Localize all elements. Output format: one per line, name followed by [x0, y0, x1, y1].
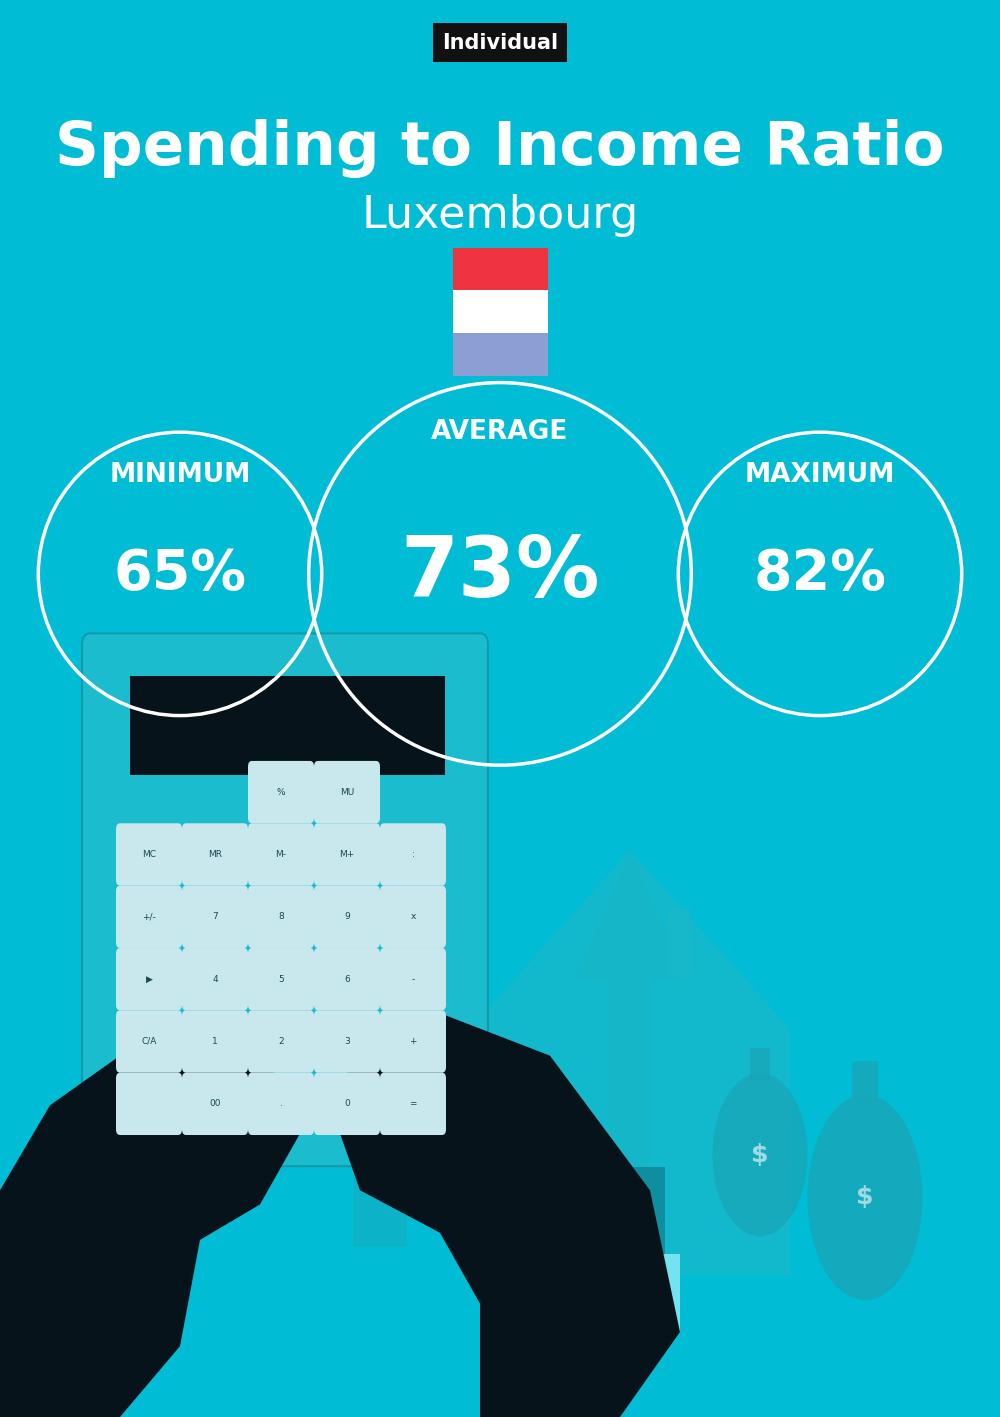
- FancyBboxPatch shape: [182, 948, 248, 1010]
- Text: 0: 0: [344, 1100, 350, 1108]
- FancyBboxPatch shape: [380, 948, 446, 1010]
- Text: M+: M+: [339, 850, 355, 859]
- Polygon shape: [0, 1041, 300, 1417]
- Text: +/-: +/-: [142, 913, 156, 921]
- FancyBboxPatch shape: [314, 886, 380, 948]
- FancyBboxPatch shape: [182, 1010, 248, 1073]
- FancyBboxPatch shape: [116, 1073, 182, 1135]
- Text: Individual: Individual: [442, 33, 558, 52]
- Text: 9: 9: [344, 913, 350, 921]
- Text: 65%: 65%: [114, 547, 246, 601]
- FancyBboxPatch shape: [500, 1254, 680, 1332]
- Bar: [452, 290, 548, 333]
- Bar: [500, 1217, 640, 1243]
- Bar: [852, 1060, 878, 1102]
- FancyBboxPatch shape: [314, 761, 380, 823]
- Bar: [500, 1247, 640, 1272]
- FancyBboxPatch shape: [314, 823, 380, 886]
- Polygon shape: [310, 822, 450, 1247]
- Polygon shape: [575, 850, 685, 1190]
- FancyBboxPatch shape: [248, 1010, 314, 1073]
- FancyBboxPatch shape: [314, 948, 380, 1010]
- Bar: [750, 1049, 770, 1080]
- FancyBboxPatch shape: [248, 761, 314, 823]
- Text: x: x: [410, 913, 416, 921]
- Polygon shape: [330, 1013, 680, 1417]
- Text: MAXIMUM: MAXIMUM: [745, 462, 895, 487]
- Text: Spending to Income Ratio: Spending to Income Ratio: [55, 119, 945, 179]
- Text: 8: 8: [278, 913, 284, 921]
- FancyBboxPatch shape: [314, 1010, 380, 1073]
- Ellipse shape: [808, 1094, 922, 1301]
- Text: 2: 2: [278, 1037, 284, 1046]
- FancyBboxPatch shape: [248, 948, 314, 1010]
- Text: MC: MC: [142, 850, 156, 859]
- Text: MINIMUM: MINIMUM: [109, 462, 251, 487]
- Text: Luxembourg: Luxembourg: [361, 194, 639, 237]
- Text: -: -: [411, 975, 415, 983]
- Text: 6: 6: [344, 975, 350, 983]
- Text: 3: 3: [344, 1037, 350, 1046]
- FancyBboxPatch shape: [82, 633, 488, 1166]
- Text: MR: MR: [208, 850, 222, 859]
- Text: =: =: [409, 1100, 417, 1108]
- Bar: [595, 1166, 665, 1275]
- Text: AVERAGE: AVERAGE: [431, 419, 569, 445]
- Bar: [500, 1257, 640, 1282]
- FancyBboxPatch shape: [248, 823, 314, 886]
- FancyBboxPatch shape: [248, 886, 314, 948]
- Bar: [452, 248, 548, 290]
- Text: .: .: [280, 1100, 282, 1108]
- Text: :: :: [412, 850, 414, 859]
- FancyBboxPatch shape: [182, 886, 248, 948]
- FancyBboxPatch shape: [314, 1073, 380, 1135]
- Text: M-: M-: [276, 850, 287, 859]
- Text: 7: 7: [212, 913, 218, 921]
- FancyBboxPatch shape: [380, 823, 446, 886]
- Text: 00: 00: [209, 1100, 221, 1108]
- Text: 5: 5: [278, 975, 284, 983]
- FancyBboxPatch shape: [116, 948, 182, 1010]
- Bar: [500, 1237, 640, 1263]
- FancyBboxPatch shape: [182, 1073, 248, 1135]
- Text: %: %: [277, 788, 285, 796]
- Ellipse shape: [712, 1074, 808, 1236]
- Text: 4: 4: [212, 975, 218, 983]
- FancyBboxPatch shape: [380, 1010, 446, 1073]
- Text: 82%: 82%: [754, 547, 886, 601]
- FancyBboxPatch shape: [116, 886, 182, 948]
- Text: $: $: [751, 1144, 769, 1166]
- FancyBboxPatch shape: [248, 1073, 314, 1135]
- Bar: [130, 676, 445, 775]
- Text: MU: MU: [340, 788, 354, 796]
- Text: 1: 1: [212, 1037, 218, 1046]
- Text: ▶: ▶: [146, 975, 152, 983]
- FancyBboxPatch shape: [182, 823, 248, 886]
- Text: 73%: 73%: [400, 533, 600, 615]
- FancyBboxPatch shape: [116, 823, 182, 886]
- Text: +: +: [409, 1037, 417, 1046]
- FancyBboxPatch shape: [0, 1254, 140, 1332]
- Polygon shape: [470, 850, 790, 1029]
- FancyBboxPatch shape: [380, 886, 446, 948]
- Text: C/A: C/A: [141, 1037, 157, 1046]
- Bar: [500, 1227, 640, 1253]
- Bar: [452, 333, 548, 376]
- Text: $: $: [856, 1186, 874, 1209]
- Bar: [668, 907, 691, 975]
- FancyBboxPatch shape: [116, 1010, 182, 1073]
- Bar: [470, 1029, 790, 1275]
- FancyBboxPatch shape: [380, 1073, 446, 1135]
